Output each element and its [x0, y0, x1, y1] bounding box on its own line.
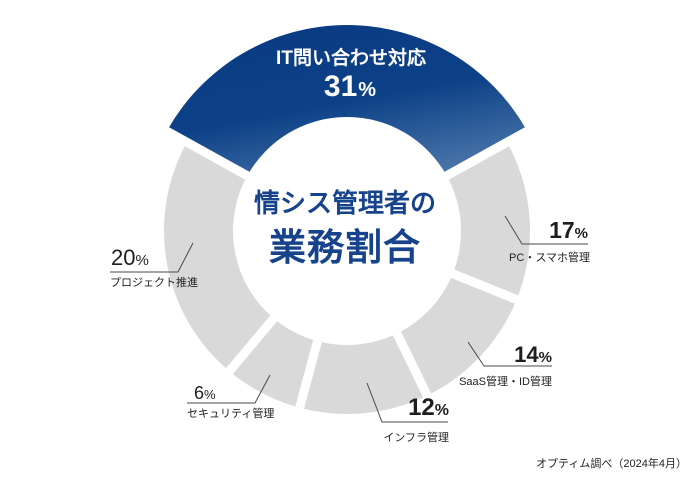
percent-value: 14	[514, 342, 539, 367]
source-note: オプティム調べ（2024年4月）	[536, 458, 687, 470]
highlight-slice-percent: 31%	[324, 72, 376, 107]
slice-saas-id-management	[396, 273, 517, 396]
slice-gaps	[159, 124, 546, 437]
percent-value: 12	[408, 394, 435, 421]
slice-it-inquiry-support	[166, 25, 528, 176]
chart-title-line1: 情シス管理者の	[253, 188, 437, 218]
percent-value: 20	[111, 245, 136, 270]
percent-value: 6	[194, 383, 205, 403]
percent-unit: %	[574, 225, 588, 242]
leader-line-pc	[504, 215, 588, 245]
callout-percent-project: 20%	[111, 246, 149, 273]
callout-label-saas: SaaS管理・ID管理	[459, 376, 552, 388]
percent-unit: %	[204, 387, 216, 402]
leader-line-infra	[366, 382, 448, 423]
percent-unit: %	[538, 349, 552, 366]
slice-security-management	[229, 318, 318, 408]
percent-unit: %	[135, 252, 149, 269]
callout-label-infra: インフラ管理	[383, 432, 449, 444]
callout-percent-pc: 17%	[549, 218, 588, 246]
callout-label-security: セキュリティ管理	[187, 408, 275, 420]
callout-percent-saas: 14%	[514, 343, 552, 370]
percent-unit: %	[358, 79, 377, 101]
slice-gap	[207, 313, 279, 397]
slice-gap	[287, 338, 323, 437]
leader-line-project	[110, 242, 194, 273]
callout-label-pc: PC・スマホ管理	[509, 252, 590, 264]
slice-gap	[392, 329, 444, 424]
slice-gap	[442, 124, 535, 181]
donut-slices	[163, 25, 530, 414]
percent-value: 31	[323, 70, 358, 103]
leader-line-security	[187, 374, 271, 404]
slice-project-promotion	[163, 142, 274, 372]
slice-gap	[449, 268, 546, 315]
callout-percent-security: 6%	[194, 383, 216, 405]
highlight-slice-label: IT問い合わせ対応	[276, 48, 426, 69]
callout-label-project: プロジェクト推進	[110, 277, 198, 289]
leader-line-saas	[467, 341, 552, 367]
percent-unit: %	[434, 402, 449, 419]
callout-percent-infra: 12%	[408, 396, 449, 423]
leader-lines	[110, 215, 588, 423]
chart-title-line2: 業務割合	[269, 227, 421, 268]
percent-value: 17	[549, 217, 575, 243]
slice-pc-smartphone-management	[446, 142, 530, 300]
slice-gap	[159, 124, 252, 181]
slice-infrastructure-management	[299, 333, 428, 414]
